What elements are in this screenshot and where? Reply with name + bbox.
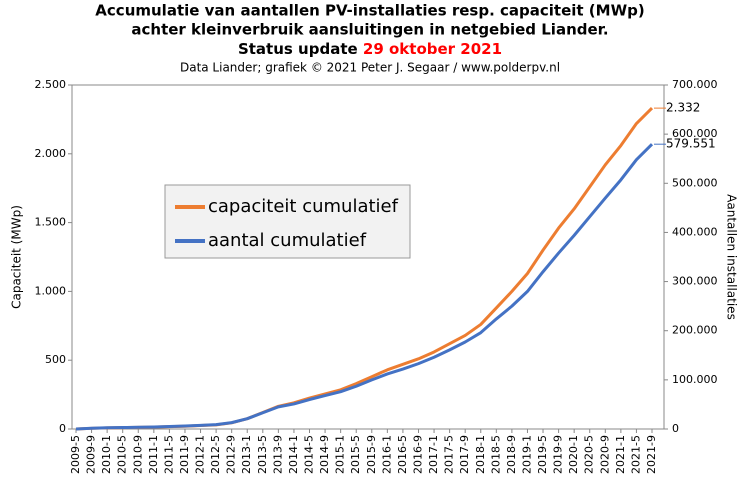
y2-tick-label: 300.000 — [672, 275, 718, 288]
x-tick-label: 2010-1 — [100, 435, 113, 474]
y-tick-label: 1.500 — [35, 216, 67, 229]
x-tick-label: 2018-9 — [505, 435, 518, 474]
x-tick-label: 2011-5 — [162, 435, 175, 474]
x-tick-label: 2018-1 — [474, 435, 487, 474]
status-line: Status update 29 oktober 2021 — [238, 40, 502, 58]
x-tick-label: 2021-9 — [645, 435, 658, 474]
x-tick-label: 2021-5 — [629, 435, 642, 474]
legend-label: aantal cumulatief — [208, 230, 367, 251]
x-tick-label: 2020-9 — [598, 435, 611, 474]
x-tick-label: 2013-1 — [240, 435, 253, 474]
x-tick-label: 2010-5 — [116, 435, 129, 474]
x-tick-label: 2017-1 — [427, 435, 440, 474]
annotation: 2.332 — [666, 101, 700, 115]
x-tick-label: 2011-9 — [178, 435, 191, 474]
x-tick-label: 2021-1 — [614, 435, 627, 474]
y2-tick-label: 100.000 — [672, 373, 718, 386]
legend-label: capaciteit cumulatief — [208, 196, 399, 217]
x-tick-label: 2020-1 — [567, 435, 580, 474]
y2-tick-label: 500.000 — [672, 176, 718, 189]
x-tick-label: 2017-9 — [458, 435, 471, 474]
x-tick-label: 2015-5 — [349, 435, 362, 474]
x-tick-label: 2013-9 — [271, 435, 284, 474]
y2-tick-label: 600.000 — [672, 127, 718, 140]
x-tick-label: 2015-9 — [365, 435, 378, 474]
status-text: Status update — [238, 40, 363, 58]
x-tick-label: 2012-9 — [225, 435, 238, 474]
plot-area — [71, 84, 665, 430]
x-tick-label: 2015-1 — [334, 435, 347, 474]
y2-tick-label: 700.000 — [672, 78, 718, 91]
x-tick-label: 2016-5 — [396, 435, 409, 474]
y2-tick-label: 200.000 — [672, 324, 718, 337]
y-tick-label: 2.000 — [35, 147, 67, 160]
x-tick-label: 2014-1 — [287, 435, 300, 474]
series-line — [75, 143, 654, 431]
series-line — [75, 107, 654, 431]
x-tick-label: 2011-1 — [147, 435, 160, 474]
status-date: 29 oktober 2021 — [363, 40, 502, 58]
x-tick-label: 2018-5 — [489, 435, 502, 474]
x-tick-label: 2010-9 — [131, 435, 144, 474]
x-tick-label: 2019-9 — [552, 435, 565, 474]
x-tick-label: 2016-9 — [411, 435, 424, 474]
x-tick-label: 2013-5 — [256, 435, 269, 474]
chart-title: Accumulatie van aantallen PV-installatie… — [95, 2, 644, 20]
y-tick-label: 0 — [59, 422, 66, 435]
x-tick-label: 2009-9 — [85, 435, 98, 474]
x-tick-label: 2014-9 — [318, 435, 331, 474]
y-tick-label: 1.000 — [35, 284, 67, 297]
x-tick-label: 2012-1 — [194, 435, 207, 474]
y-axis-label: Capaciteit (MWp) — [10, 205, 24, 309]
x-tick-label: 2019-1 — [520, 435, 533, 474]
x-tick-label: 2012-5 — [209, 435, 222, 474]
x-tick-label: 2009-5 — [69, 435, 82, 474]
y2-tick-label: 0 — [672, 422, 679, 435]
y-tick-label: 2.500 — [35, 78, 67, 91]
chart-subtitle: Data Liander; grafiek © 2021 Peter J. Se… — [180, 61, 560, 75]
y-tick-label: 500 — [45, 353, 66, 366]
annotation: 579.551 — [666, 137, 716, 151]
x-tick-label: 2020-5 — [583, 435, 596, 474]
x-tick-label: 2016-1 — [380, 435, 393, 474]
y2-axis-label: Aantallen installaties — [725, 194, 739, 320]
x-tick-label: 2014-5 — [303, 435, 316, 474]
x-tick-label: 2019-5 — [536, 435, 549, 474]
y2-tick-label: 400.000 — [672, 225, 718, 238]
x-tick-label: 2017-5 — [443, 435, 456, 474]
chart-title: achter kleinverbruik aansluitingen in ne… — [131, 21, 608, 39]
legend — [164, 184, 411, 259]
